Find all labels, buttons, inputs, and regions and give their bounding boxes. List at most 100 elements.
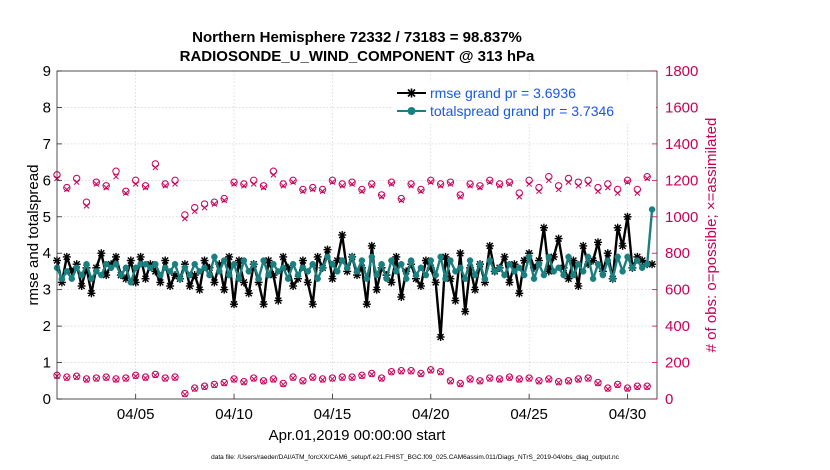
obs-assimilated-stroke [585, 376, 592, 382]
obs-assimilated-stroke [644, 384, 651, 391]
obs-possible-marker [486, 374, 494, 382]
obs-assimilated-stroke [457, 381, 464, 388]
obs-assimilated-marker [359, 188, 365, 195]
obs-possible-marker [407, 367, 415, 375]
obs-assimilated-marker [290, 375, 296, 381]
rmse-point [618, 241, 627, 250]
x-axis-label: Apr.01,2019 00:00:00 start [269, 427, 447, 444]
obs-assimilated-marker [339, 375, 346, 381]
obs-assimilated-stroke [536, 378, 542, 385]
obs-assimilated-stroke [211, 201, 218, 207]
y-left-tick-label: 6 [43, 172, 51, 189]
obs-assimilated-stroke [604, 184, 611, 191]
rmse-point [451, 296, 460, 305]
totalspread-point [338, 257, 346, 264]
obs-assimilated-stroke [329, 376, 336, 382]
obs-assimilated-stroke [63, 186, 70, 193]
totalspread-point [112, 260, 120, 268]
obs-possible-marker [318, 375, 327, 383]
totalspread-point [353, 268, 361, 275]
y-right-tick-label: 0 [665, 391, 673, 408]
totalspread-point [102, 260, 110, 268]
rmse-point [161, 256, 170, 265]
obs-assimilated-marker [290, 179, 296, 186]
totalspread-point [506, 260, 513, 268]
totalspread-point [540, 271, 548, 279]
obs-assimilated-marker [270, 172, 277, 178]
totalspread-point [466, 257, 474, 264]
obs-assimilated-marker [457, 381, 464, 388]
legend-rmse-marker [407, 88, 416, 98]
obs-assimilated-stroke [231, 377, 237, 383]
obs-possible-marker [633, 382, 642, 390]
obs-assimilated-marker [545, 377, 552, 383]
plot-area [57, 71, 657, 399]
legend: rmse grand pr = 3.6936 totalspread grand… [392, 82, 656, 124]
totalspread-point [235, 275, 243, 282]
obs-assimilated-marker [477, 184, 483, 191]
obs-assimilated-marker [270, 377, 277, 383]
obs-assimilated-marker [506, 375, 513, 381]
totalspread-point [314, 275, 321, 282]
totalspread-point [68, 275, 76, 282]
obs-assimilated-marker [260, 378, 267, 385]
totalspread-point [614, 253, 621, 261]
obs-possible-marker [131, 371, 140, 380]
rmse-point [574, 282, 583, 290]
rmse-point [471, 285, 479, 294]
obs-possible-marker [387, 367, 396, 376]
y-right-tick-label: 200 [665, 355, 690, 372]
obs-possible-marker [220, 194, 228, 203]
totalspread-point [383, 275, 390, 282]
obs-possible-marker [161, 374, 169, 382]
totalspread-point [422, 271, 430, 279]
obs-assimilated-marker [595, 188, 601, 195]
obs-possible-marker [417, 369, 425, 378]
obs-assimilated-marker [408, 368, 414, 375]
totalspread-point [78, 271, 85, 279]
totalspread-point [329, 260, 336, 268]
obs-possible-marker [122, 187, 130, 195]
obs-assimilated-marker [182, 391, 188, 398]
totalspread-point [191, 260, 198, 268]
obs-assimilated-stroke [152, 164, 159, 171]
totalspread-point [166, 268, 174, 275]
totalspread-point [142, 260, 149, 268]
totalspread-point [88, 275, 95, 282]
obs-assimilated-marker [319, 188, 326, 195]
obs-assimilated-stroke [290, 375, 296, 381]
totalspread-point [398, 260, 405, 268]
y-right-tick-label: 1000 [665, 209, 698, 226]
obs-assimilated-marker [241, 379, 247, 386]
y-left-tick-label: 0 [43, 391, 51, 408]
totalspread-point [535, 260, 543, 268]
obs-assimilated-marker [516, 377, 523, 383]
obs-assimilated-stroke [221, 380, 228, 387]
obs-possible-marker [643, 172, 651, 181]
obs-assimilated-stroke [368, 371, 375, 378]
obs-assimilated-stroke [398, 368, 405, 375]
obs-possible-marker [141, 373, 150, 381]
obs-assimilated-stroke [545, 377, 552, 383]
obs-assimilated-marker [182, 215, 188, 222]
obs-possible-marker [466, 375, 474, 383]
x-tick-label: 04/20 [412, 406, 450, 423]
obs-possible-marker [377, 191, 386, 199]
y-left-tick-label: 7 [43, 136, 51, 153]
obs-assimilated-stroke [496, 377, 503, 383]
totalspread-point [604, 257, 612, 264]
obs-possible-marker [289, 373, 297, 381]
obs-assimilated-marker [231, 377, 237, 383]
rmse-point [387, 278, 396, 287]
legend-box [392, 82, 656, 124]
obs-assimilated-stroke [477, 378, 483, 385]
totalspread-point [442, 275, 449, 282]
obs-assimilated-marker [486, 376, 493, 382]
totalspread-point [594, 260, 602, 268]
obs-possible-marker [427, 176, 435, 185]
rmse-point [303, 278, 312, 287]
rmse-point [485, 241, 494, 250]
obs-assimilated-marker [555, 186, 562, 193]
obs-possible-marker [318, 185, 327, 194]
obs-possible-marker [486, 176, 494, 185]
